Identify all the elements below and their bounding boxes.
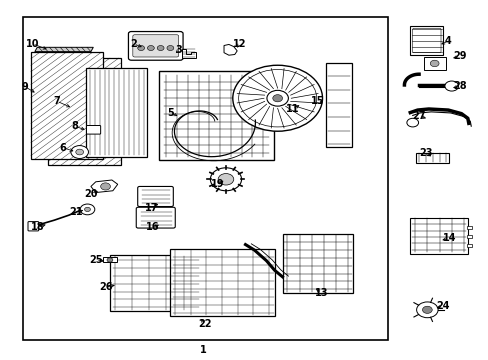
Bar [103, 257, 117, 262]
Bar [409, 26, 443, 55]
FancyBboxPatch shape [28, 222, 39, 231]
Circle shape [210, 168, 241, 191]
Text: 7: 7 [53, 96, 60, 106]
Bar [48, 58, 121, 165]
FancyBboxPatch shape [138, 186, 173, 207]
Bar [415, 153, 448, 163]
Circle shape [157, 45, 163, 50]
Bar [110, 255, 200, 311]
Polygon shape [224, 44, 237, 55]
Circle shape [444, 81, 458, 91]
Polygon shape [35, 47, 93, 51]
Text: 12: 12 [232, 39, 246, 49]
Bar [159, 71, 273, 160]
Text: 6: 6 [60, 143, 66, 153]
Circle shape [406, 118, 418, 127]
Text: 16: 16 [146, 222, 159, 232]
Circle shape [107, 258, 113, 262]
FancyBboxPatch shape [133, 35, 178, 57]
Circle shape [147, 45, 154, 50]
Text: 15: 15 [310, 96, 324, 106]
FancyBboxPatch shape [128, 32, 183, 60]
Text: 19: 19 [210, 179, 224, 189]
Text: 18: 18 [30, 222, 44, 232]
Text: 11: 11 [285, 104, 299, 114]
Circle shape [138, 45, 144, 50]
Text: 25: 25 [89, 255, 102, 265]
Text: 10: 10 [25, 39, 39, 49]
Bar [86, 68, 147, 157]
Text: 8: 8 [71, 121, 78, 131]
Text: 20: 20 [84, 189, 98, 199]
Circle shape [80, 204, 95, 215]
Circle shape [84, 207, 90, 212]
Text: 24: 24 [436, 301, 449, 311]
Text: 13: 13 [314, 288, 327, 298]
Polygon shape [182, 49, 195, 58]
Text: 23: 23 [418, 148, 432, 158]
Circle shape [166, 45, 173, 50]
Text: 14: 14 [442, 233, 455, 243]
Text: 22: 22 [197, 319, 211, 329]
Circle shape [416, 302, 437, 318]
Bar [170, 249, 275, 316]
Text: 27: 27 [411, 111, 425, 121]
Circle shape [76, 149, 83, 155]
Bar [326, 63, 351, 147]
Bar [466, 244, 471, 247]
Text: 5: 5 [167, 108, 173, 118]
Text: 21: 21 [69, 207, 83, 217]
Bar [466, 226, 471, 229]
Circle shape [272, 95, 282, 102]
FancyBboxPatch shape [136, 207, 175, 228]
Text: 17: 17 [145, 203, 158, 213]
Circle shape [71, 145, 88, 158]
Circle shape [218, 174, 233, 185]
Bar [31, 52, 103, 159]
Bar [282, 234, 352, 293]
Bar [466, 234, 471, 238]
Text: 29: 29 [452, 51, 466, 61]
Bar [22, 17, 387, 339]
FancyBboxPatch shape [86, 126, 101, 134]
Circle shape [232, 65, 322, 131]
Bar [423, 57, 445, 69]
Text: 1: 1 [199, 345, 206, 355]
Text: 28: 28 [452, 81, 466, 91]
Text: 26: 26 [99, 282, 112, 292]
Circle shape [266, 90, 288, 106]
Circle shape [429, 60, 438, 67]
Circle shape [422, 306, 431, 314]
Text: 2: 2 [130, 39, 137, 49]
Bar [409, 218, 467, 253]
Text: 9: 9 [21, 82, 28, 92]
Polygon shape [91, 180, 118, 193]
Text: 3: 3 [175, 45, 182, 55]
Circle shape [101, 183, 110, 190]
Text: 4: 4 [444, 36, 451, 46]
